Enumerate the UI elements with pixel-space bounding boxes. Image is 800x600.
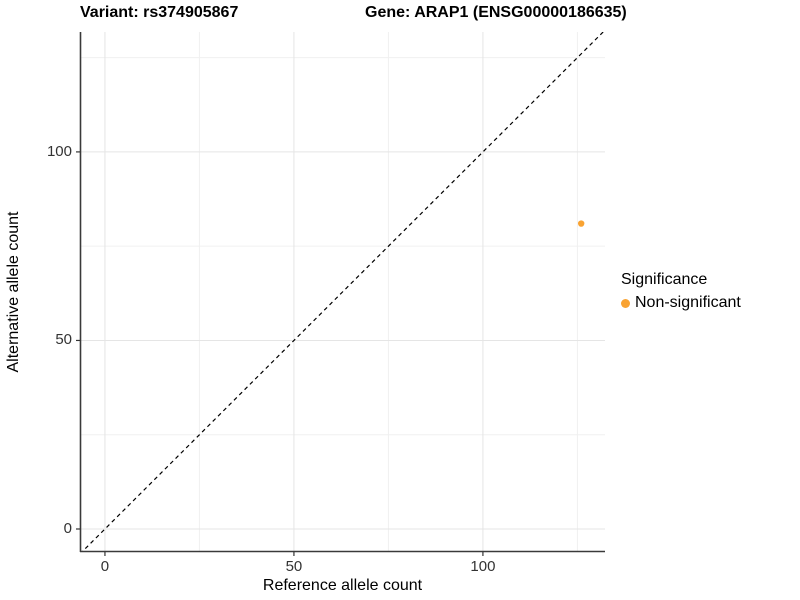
legend-item-label: Non-significant xyxy=(635,294,741,311)
x-axis-title: Reference allele count xyxy=(262,577,423,594)
plot-title-variant: Variant: rs374905867 xyxy=(80,4,239,21)
plot-title-gene: Gene: ARAP1 (ENSG00000186635) xyxy=(365,4,627,21)
data-point xyxy=(577,220,585,227)
legend-title: Significance xyxy=(621,271,708,288)
identity-line xyxy=(81,32,604,552)
legend: Significance Non-significant xyxy=(621,271,797,312)
x-tick-label: 50 xyxy=(285,558,303,575)
scatter-plot-svg xyxy=(76,32,605,556)
legend-key-dot-icon xyxy=(621,298,630,308)
x-tick-label: 0 xyxy=(100,558,110,575)
plot-panel xyxy=(76,32,605,556)
x-tick-label: 100 xyxy=(470,558,496,575)
y-tick-label: 0 xyxy=(63,519,72,537)
y-tick-label: 50 xyxy=(55,331,72,349)
legend-item: Non-significant xyxy=(621,294,797,312)
y-tick-label: 100 xyxy=(46,142,72,160)
y-axis-title: Alternative allele count xyxy=(5,211,22,373)
